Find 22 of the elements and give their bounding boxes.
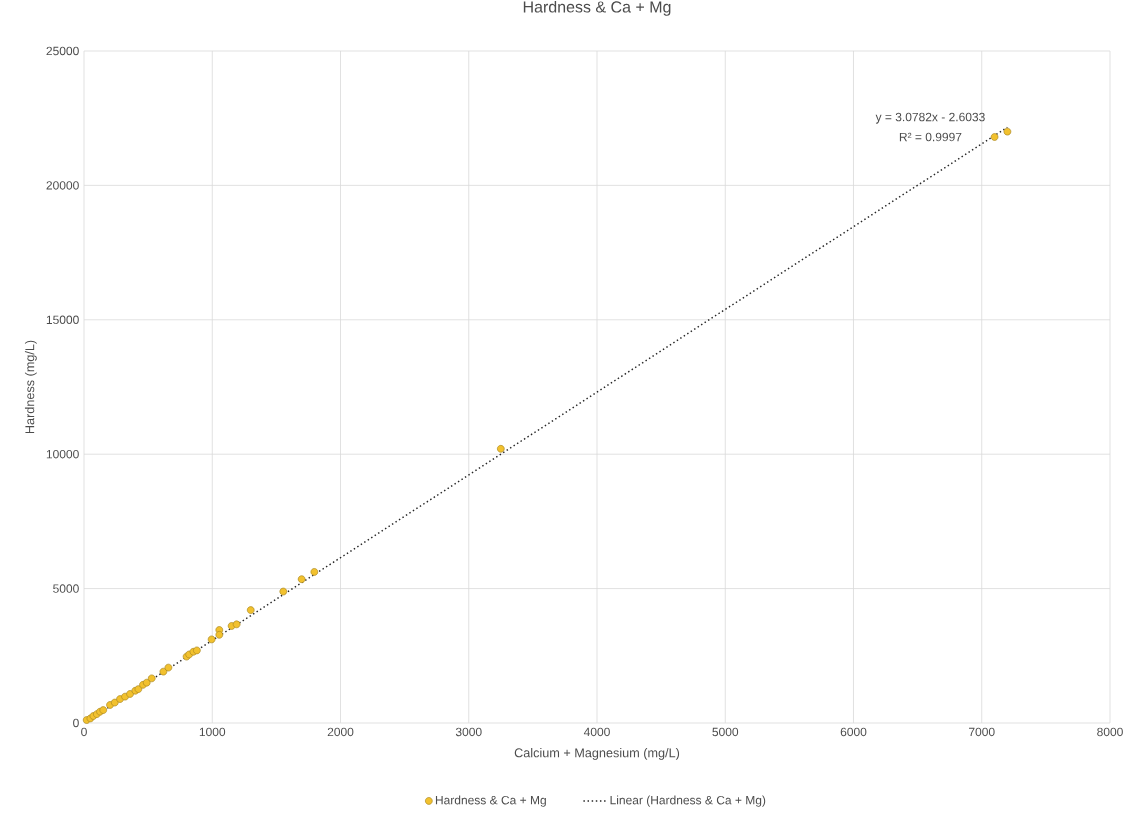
y-tick-label: 25000: [46, 46, 79, 56]
x-tick-label: 2000: [327, 727, 354, 737]
x-tick-label: 7000: [969, 727, 995, 737]
x-tick-label: 1000: [199, 727, 226, 737]
x-tick-label: 5000: [712, 727, 739, 737]
legend-label: Hardness & Ca + Mg: [435, 795, 546, 807]
x-tick-label: 6000: [840, 727, 867, 737]
y-tick-label: 10000: [46, 449, 79, 459]
y-tick-label: 20000: [46, 181, 79, 190]
legend-label: Linear (Hardness & Ca + Mg): [610, 795, 766, 807]
x-tick-label: 0: [81, 727, 87, 737]
y-tick-label: 15000: [46, 315, 79, 325]
x-tick-label: 8000: [1097, 727, 1123, 737]
x-axis-title: Calcium + Magnesium (mg/L): [514, 748, 680, 760]
y-tick-label: 0: [73, 718, 79, 728]
annotation: y = 3.0782x - 2.6033: [875, 112, 985, 124]
x-tick-label: 3000: [455, 727, 482, 737]
y-axis-title: Hardness (mg/L): [24, 340, 37, 434]
y-tick-label: 5000: [53, 584, 79, 593]
x-tick-label: 4000: [583, 727, 610, 737]
annotation: R² = 0.9997: [899, 132, 962, 142]
chart-title: Hardness & Ca + Mg: [523, 0, 671, 16]
